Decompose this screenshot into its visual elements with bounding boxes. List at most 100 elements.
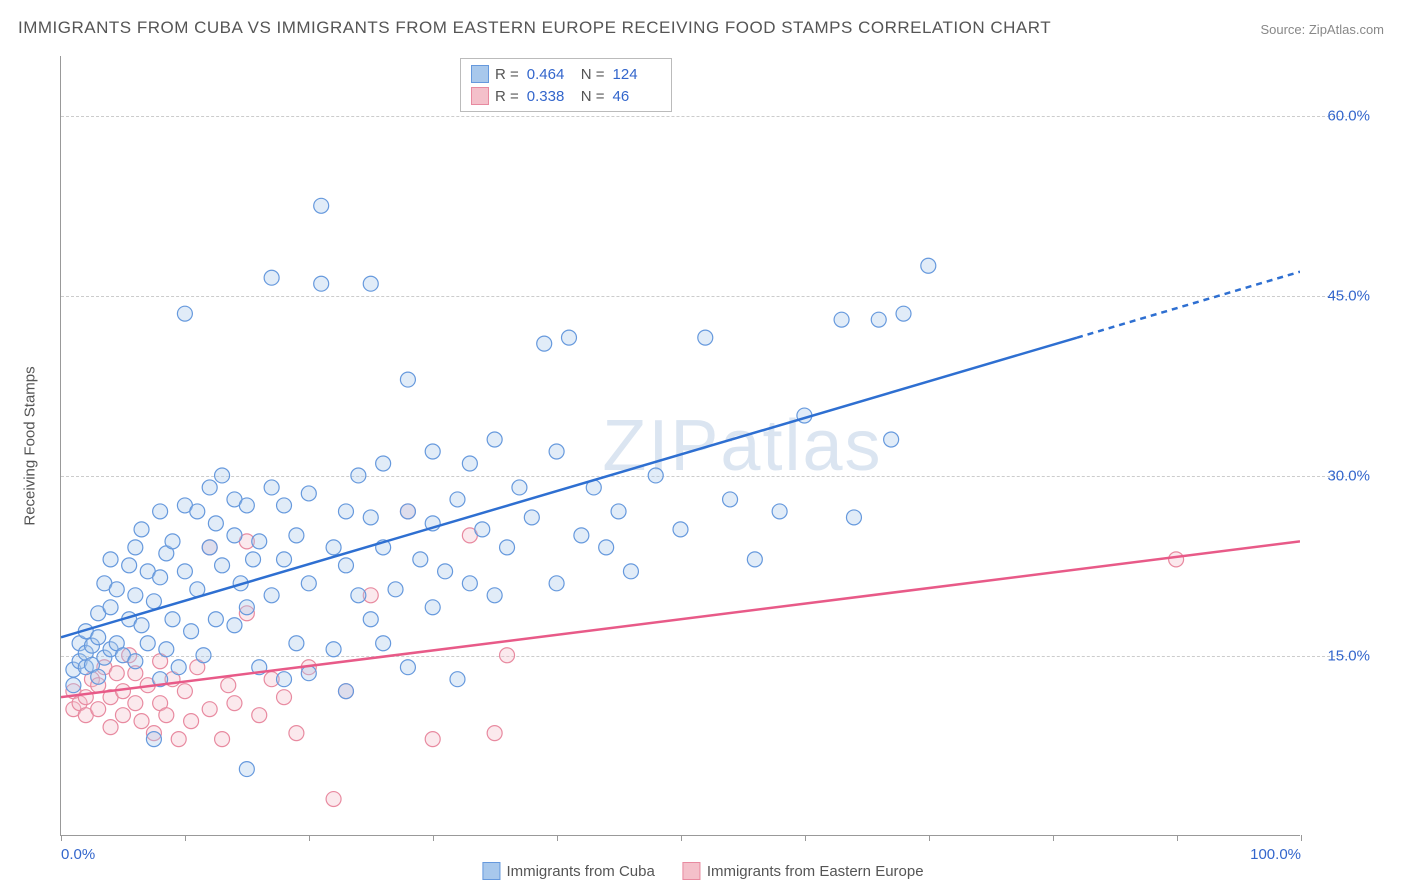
point-cuba (388, 582, 403, 597)
point-cuba (500, 540, 515, 555)
point-cuba (122, 558, 137, 573)
point-cuba (648, 468, 663, 483)
point-eeurope (252, 708, 267, 723)
point-cuba (177, 564, 192, 579)
x-tick-label: 0.0% (61, 846, 95, 863)
point-eeurope (171, 732, 186, 747)
point-cuba (314, 198, 329, 213)
point-cuba (252, 534, 267, 549)
y-tick-label: 30.0% (1327, 468, 1370, 485)
point-cuba (215, 468, 230, 483)
point-cuba (165, 534, 180, 549)
point-cuba (159, 642, 174, 657)
point-cuba (91, 630, 106, 645)
point-cuba (301, 576, 316, 591)
y-tick-label: 15.0% (1327, 648, 1370, 665)
point-cuba (723, 492, 738, 507)
point-cuba (301, 486, 316, 501)
point-cuba (524, 510, 539, 525)
x-tick (681, 835, 682, 841)
point-cuba (277, 498, 292, 513)
n-value-cuba: 124 (613, 66, 661, 83)
point-eeurope (277, 690, 292, 705)
point-cuba (487, 432, 502, 447)
legend-item-eeurope: Immigrants from Eastern Europe (683, 862, 924, 880)
point-eeurope (326, 792, 341, 807)
point-cuba (103, 552, 118, 567)
legend-label-cuba: Immigrants from Cuba (506, 863, 654, 880)
point-cuba (301, 666, 316, 681)
point-cuba (202, 480, 217, 495)
point-cuba (227, 528, 242, 543)
point-cuba (326, 642, 341, 657)
point-cuba (425, 444, 440, 459)
n-label: N = (581, 88, 605, 105)
point-eeurope (78, 690, 93, 705)
point-cuba (146, 732, 161, 747)
point-cuba (512, 480, 527, 495)
point-cuba (153, 570, 168, 585)
point-cuba (623, 564, 638, 579)
point-eeurope (1169, 552, 1184, 567)
point-cuba (884, 432, 899, 447)
chart-title: IMMIGRANTS FROM CUBA VS IMMIGRANTS FROM … (18, 18, 1051, 38)
point-cuba (140, 636, 155, 651)
point-cuba (239, 498, 254, 513)
point-cuba (338, 558, 353, 573)
point-cuba (450, 492, 465, 507)
swatch-cuba (482, 862, 500, 880)
point-eeurope (109, 666, 124, 681)
point-cuba (351, 468, 366, 483)
point-cuba (177, 306, 192, 321)
r-value-eeurope: 0.338 (527, 88, 575, 105)
swatch-eeurope (471, 87, 489, 105)
point-cuba (215, 558, 230, 573)
r-label: R = (495, 88, 519, 105)
x-tick (1301, 835, 1302, 841)
point-eeurope (227, 696, 242, 711)
point-cuba (599, 540, 614, 555)
point-cuba (184, 624, 199, 639)
point-eeurope (115, 708, 130, 723)
point-cuba (462, 576, 477, 591)
point-cuba (134, 618, 149, 633)
plot-area: ZIPatlas 15.0%30.0%45.0%60.0%0.0%100.0% (60, 56, 1300, 836)
point-cuba (128, 654, 143, 669)
point-cuba (772, 504, 787, 519)
x-tick (185, 835, 186, 841)
point-eeurope (91, 702, 106, 717)
x-tick (309, 835, 310, 841)
point-eeurope (134, 714, 149, 729)
legend-row-cuba: R = 0.464 N = 124 (471, 63, 661, 85)
point-cuba (549, 444, 564, 459)
point-cuba (66, 678, 81, 693)
point-cuba (376, 636, 391, 651)
point-cuba (673, 522, 688, 537)
n-value-eeurope: 46 (613, 88, 661, 105)
point-cuba (537, 336, 552, 351)
point-cuba (153, 504, 168, 519)
point-eeurope (202, 702, 217, 717)
y-tick-label: 60.0% (1327, 108, 1370, 125)
point-eeurope (487, 726, 502, 741)
point-cuba (239, 762, 254, 777)
point-cuba (277, 672, 292, 687)
point-cuba (450, 672, 465, 687)
point-cuba (561, 330, 576, 345)
swatch-eeurope (683, 862, 701, 880)
point-eeurope (128, 696, 143, 711)
point-cuba (747, 552, 762, 567)
point-cuba (400, 660, 415, 675)
point-cuba (103, 600, 118, 615)
point-cuba (91, 669, 106, 684)
x-tick (805, 835, 806, 841)
point-cuba (171, 660, 186, 675)
point-cuba (834, 312, 849, 327)
point-cuba (202, 540, 217, 555)
n-label: N = (581, 66, 605, 83)
point-cuba (196, 648, 211, 663)
point-eeurope (103, 720, 118, 735)
point-cuba (277, 552, 292, 567)
point-eeurope (289, 726, 304, 741)
point-cuba (549, 576, 564, 591)
